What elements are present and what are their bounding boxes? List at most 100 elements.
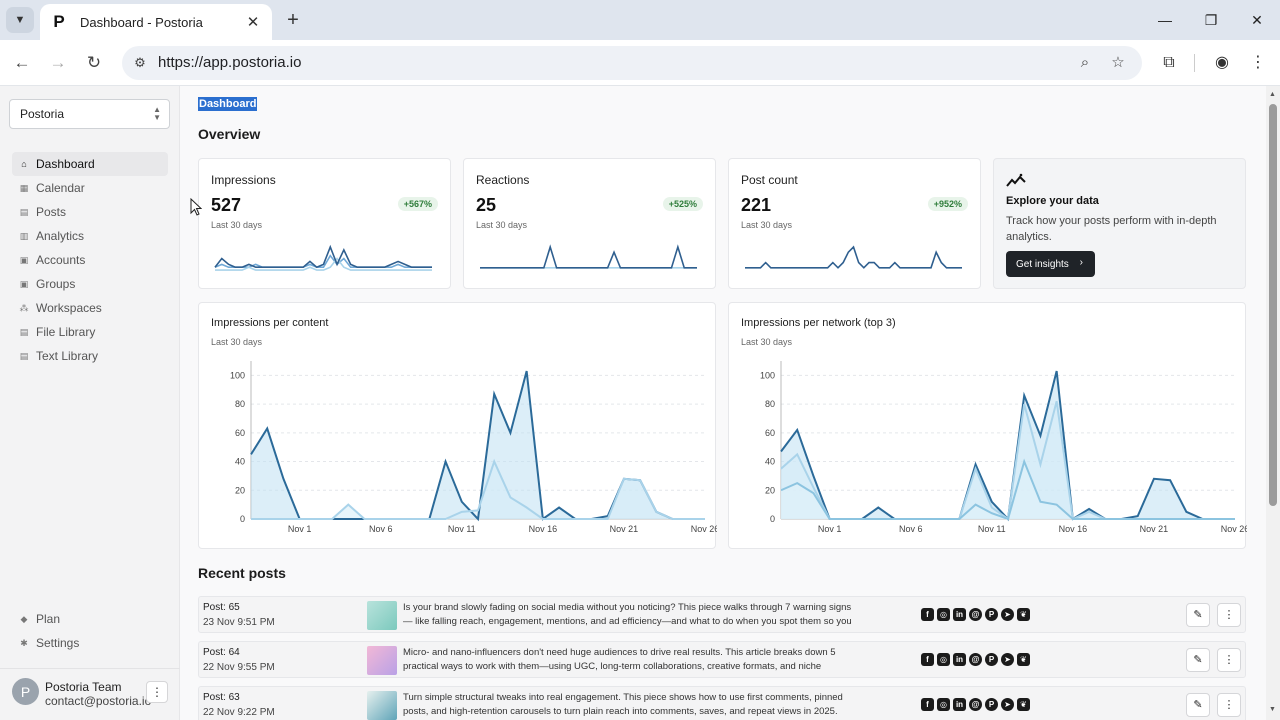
avatar[interactable]: P [12,678,39,705]
chart-period: Last 30 days [741,337,793,347]
scroll-thumb[interactable] [1269,104,1277,506]
post-date: 22 Nov 9:55 PM [203,662,275,673]
line-series-2 [780,458,1235,521]
post-more-button[interactable]: ⋮ [1217,603,1241,627]
sidebar-item-text-library[interactable]: ▤ Text Library [12,344,168,368]
chevron-right-icon: › [1079,257,1083,268]
area-chart-impressions-per-network: 0 20 40 60 80 100 Nov 1 Nov 6 Nov 11 Nov 16 Nov 21… [760,361,1247,534]
instagram-icon: ◎ [937,653,950,666]
profile-icon[interactable]: ◉ [1215,54,1229,71]
main-content: Dashboard Overview Impressions 527 +567%… [180,86,1266,720]
explore-description: Track how your posts perform with in-dep… [1006,215,1217,243]
sidebar-item-label: Dashboard [36,157,95,171]
calendar-icon: ▦ [19,182,29,193]
facebook-icon: f [921,608,934,621]
facebook-icon: f [921,698,934,711]
sidebar-item-dashboard[interactable]: ⌂ Dashboard [12,152,168,176]
user-email: contact@postoria.io [45,694,152,708]
sidebar-item-workspaces[interactable]: ⁂ Workspaces [12,296,168,320]
status-badge: +567% [397,197,438,211]
organization-select[interactable]: Postoria ▲ ▼ [9,99,170,129]
y-tick-label: 100 [760,370,775,380]
scroll-up-icon[interactable]: ▲ [1269,91,1276,98]
minimize-window-button[interactable]: — [1158,12,1172,28]
back-button[interactable]: ← [13,53,31,72]
new-tab-button[interactable]: + [287,9,299,31]
x-tick-label: Nov 1 [288,524,312,534]
sidebar-item-accounts[interactable]: ▣ Accounts [12,248,168,272]
forward-button[interactable]: → [49,53,67,72]
sidebar-item-plan[interactable]: ◆ Plan [12,607,168,631]
sparkline-series-0 [214,244,432,269]
post-text: Micro- and nano-influencers don't need h… [403,647,836,672]
table-row[interactable]: Post: 63 22 Nov 9:22 PM Turn simple stru… [198,686,1246,720]
page-title: Dashboard [198,97,258,111]
y-tick-label: 60 [235,428,245,438]
post-more-button[interactable]: ⋮ [1217,693,1241,717]
reload-button[interactable]: ↻ [86,53,102,72]
sidebar-item-file-library[interactable]: ▤ File Library [12,320,168,344]
zoom-icon[interactable]: ⌕ [1080,54,1090,71]
pencil-icon: ✎ [1193,654,1203,666]
site-info-icon[interactable]: ⚙ [134,55,146,70]
bookmark-star-icon[interactable]: ☆ [1111,54,1125,71]
post-text: Is your brand slowly fading on social me… [403,602,852,627]
address-bar[interactable]: ⚙ https://app.postoria.io ⌕ ☆ [122,46,1142,80]
x-tick-label: Nov 11 [448,524,476,534]
sidebar-item-analytics[interactable]: ▥ Analytics [12,224,168,248]
user-name: Postoria Team [45,680,122,694]
status-badge: +952% [927,197,968,211]
sidebar-item-posts[interactable]: ▤ Posts [12,200,168,224]
sidebar-item-groups[interactable]: ▣ Groups [12,272,168,296]
restore-window-button[interactable]: ❐ [1204,12,1218,28]
stat-card-impressions: Impressions 527 +567% Last 30 days [198,158,451,289]
sidebar-item-calendar[interactable]: ▦ Calendar [12,176,168,200]
edit-post-button[interactable]: ✎ [1186,603,1210,627]
telegram-icon: ➤ [1001,698,1014,711]
pinterest-icon: P [985,698,998,711]
chart-title: Impressions per content [211,317,329,329]
y-tick-label: 60 [765,428,775,438]
trend-sparkle-icon [1006,173,1026,187]
browser-toolbar: ← → ↻ ⚙ https://app.postoria.io ⌕ ☆ ⧉ ◉ … [0,40,1280,86]
edit-post-button[interactable]: ✎ [1186,693,1210,717]
page-scrollbar[interactable]: ▲ ▼ [1266,86,1280,720]
get-insights-button[interactable]: Get insights › [1006,251,1095,277]
edit-post-button[interactable]: ✎ [1186,648,1210,672]
close-window-button[interactable]: ✕ [1251,12,1263,28]
browser-tab[interactable]: P Dashboard - Postoria ✕ [40,4,272,40]
home-icon: ⌂ [21,159,27,169]
chevron-down-icon: ▼ [14,14,26,26]
sparkline-series-1 [215,257,432,271]
post-id: Post: 65 [203,602,240,613]
post-id: Post: 64 [203,647,240,658]
table-row[interactable]: Post: 64 22 Nov 9:55 PM Micro- and nano-… [198,641,1246,678]
browser-menu-icon[interactable]: ⋮ [1250,54,1266,71]
post-more-button[interactable]: ⋮ [1217,648,1241,672]
user-menu-button[interactable]: ⋮ [146,681,168,703]
bluesky-icon: ❦ [1017,608,1030,621]
groups-icon: ▣ [19,278,29,289]
scroll-down-icon[interactable]: ▼ [1269,706,1276,713]
instagram-icon: ◎ [937,698,950,711]
y-tick-label: 20 [235,485,245,495]
close-tab-icon[interactable]: ✕ [246,14,260,31]
chart-card-impressions-per-network: Impressions per network (top 3) Last 30 … [728,302,1247,549]
bluesky-icon: ❦ [1017,653,1030,666]
sidebar: Postoria ▲ ▼ ⌂ Dashboard ▦ Calendar ▤ Posts … [0,86,180,720]
extensions-icon[interactable]: ⧉ [1163,54,1175,71]
file-library-icon: ▤ [19,326,29,337]
postoria-favicon-icon: P [53,12,65,31]
stat-period: Last 30 days [211,220,263,230]
select-arrows-icon: ▲ ▼ [153,105,161,122]
linkedin-icon: in [953,653,966,666]
x-tick-label: Nov 6 [899,524,923,534]
tab-list-button[interactable]: ▼ [6,7,34,33]
post-thumbnail [367,646,397,675]
sidebar-item-settings[interactable]: ✱ Settings [12,631,168,655]
stat-value: 527 [211,195,242,215]
sidebar-item-label: Groups [36,277,76,291]
sidebar-item-label: Posts [36,205,67,219]
stat-period: Last 30 days [741,220,793,230]
table-row[interactable]: Post: 65 23 Nov 9:51 PM Is your brand sl… [198,596,1246,633]
